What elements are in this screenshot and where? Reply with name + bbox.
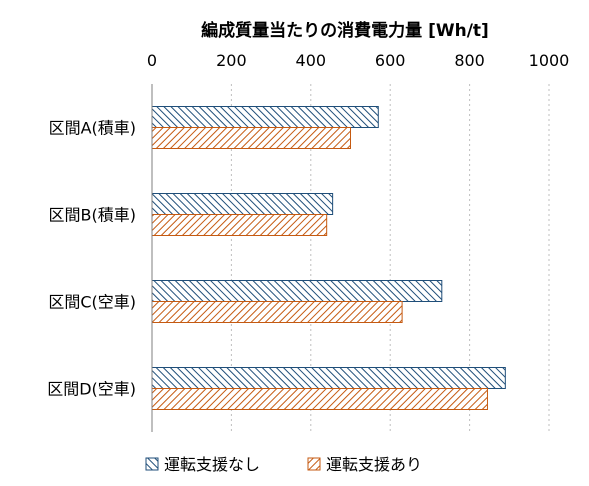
bar — [151, 280, 443, 302]
legend-label-no-assist: 運転支援なし — [164, 455, 260, 474]
x-tick-label: 200 — [216, 51, 247, 70]
chart-title: 編成質量当たりの消費電力量 [Wh/t] — [201, 20, 489, 41]
bar — [151, 388, 488, 410]
bars — [151, 106, 506, 410]
bar — [151, 193, 334, 215]
bar — [151, 301, 403, 323]
x-tick-label: 0 — [147, 51, 157, 70]
category-label: 区間A(積車) — [49, 119, 136, 138]
x-tick-label: 600 — [375, 51, 406, 70]
category-label: 区間C(空車) — [48, 293, 136, 312]
x-axis-ticks: 0 200 400 600 800 1000 — [147, 51, 569, 70]
category-label: 区間B(積車) — [49, 206, 136, 225]
category-label: 区間D(空車) — [47, 380, 136, 399]
x-tick-label: 800 — [454, 51, 485, 70]
legend: 運転支援なし 運転支援あり — [145, 455, 422, 474]
legend-swatch-no-assist — [145, 457, 159, 471]
bar — [151, 214, 328, 236]
bar — [151, 367, 506, 389]
legend-label-with-assist: 運転支援あり — [326, 455, 422, 474]
x-tick-label: 1000 — [529, 51, 570, 70]
category-labels: 区間A(積車) 区間B(積車) 区間C(空車) 区間D(空車) — [47, 119, 136, 399]
bar — [151, 127, 351, 149]
legend-swatch-with-assist — [307, 457, 321, 471]
bar — [151, 106, 379, 128]
x-tick-label: 400 — [296, 51, 327, 70]
